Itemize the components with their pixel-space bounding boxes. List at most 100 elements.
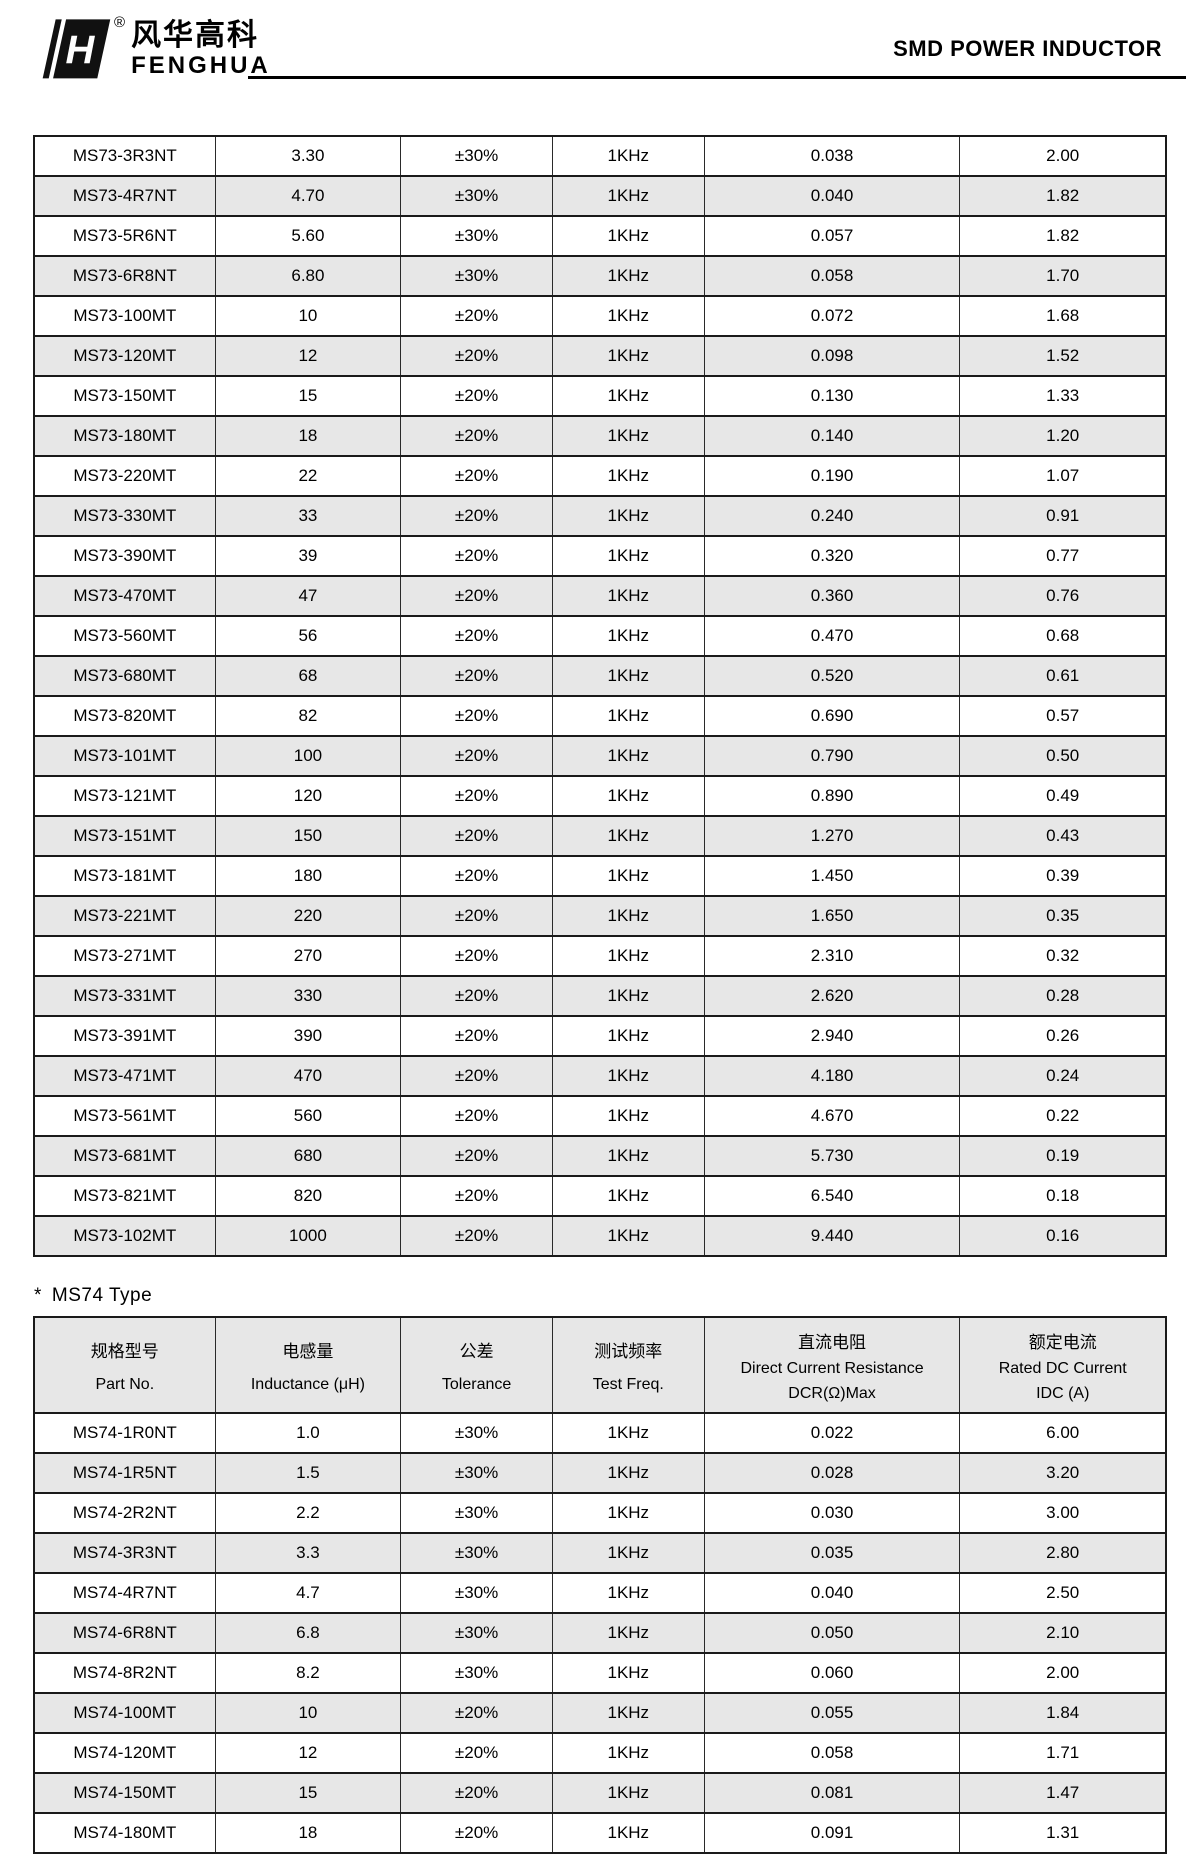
brand-name-english: FENGHUA [131,51,271,79]
table-cell: ±20% [400,1772,553,1814]
table-cell: ±30% [400,1452,553,1494]
table-cell: 0.68 [959,615,1167,657]
table-cell: 1KHz [551,1652,705,1694]
table-cell: 2.50 [959,1572,1167,1614]
table-row: MS73-121MT 120 ±20% 1KHz 0.890 0.49 [33,775,1167,817]
table-cell: 0.39 [959,855,1167,897]
table-row: MS73-680MT 68 ±20% 1KHz 0.520 0.61 [33,655,1167,697]
table-cell: 0.16 [959,1215,1167,1257]
table-cell: MS74-6R8NT [33,1612,216,1654]
table-cell: ±20% [400,1135,553,1177]
table-cell: 3.30 [214,135,402,177]
table-cell: 820 [214,1175,402,1217]
table-cell: 10 [214,295,402,337]
table-cell: ±30% [400,215,553,257]
table-cell: 0.040 [703,175,961,217]
table-cell: ±20% [400,895,553,937]
table-cell: 0.790 [703,735,961,777]
table-row: MS73-5R6NT 5.60 ±30% 1KHz 0.057 1.82 [33,215,1167,257]
table-cell: 6.00 [959,1412,1167,1454]
table-cell: 220 [214,895,402,937]
table-cell: ±30% [400,255,553,297]
table-cell: 4.7 [214,1572,402,1614]
table-cell: 0.130 [703,375,961,417]
table-cell: 1.82 [959,175,1167,217]
table-cell: MS74-3R3NT [33,1532,216,1574]
table-cell: 1KHz [551,695,705,737]
table-cell: 1KHz [551,855,705,897]
table-row: MS74-2R2NT 2.2 ±30% 1KHz 0.030 3.00 [33,1492,1167,1534]
table-cell: 1KHz [551,655,705,697]
table-cell: 0.190 [703,455,961,497]
table-cell: ±20% [400,335,553,377]
table-cell: ±30% [400,175,553,217]
table-cell: 2.2 [214,1492,402,1534]
table-cell: 0.18 [959,1175,1167,1217]
table-cell: 0.072 [703,295,961,337]
table-cell: ±20% [400,1095,553,1137]
ms73-table: MS73-3R3NT 3.30 ±30% 1KHz 0.038 2.00 MS73-4R7N… [33,135,1167,1257]
table-cell: 0.19 [959,1135,1167,1177]
table-cell: MS74-8R2NT [33,1652,216,1694]
page-header: H ® 风华高科 FENGHUA SMD POWER INDUCTOR [0,0,1200,92]
brand-name-chinese: 风华高科 [131,19,260,52]
table-cell: 0.22 [959,1095,1167,1137]
table-cell: 180 [214,855,402,897]
registered-trademark-icon: ® [114,14,126,31]
table-row: MS73-471MT 470 ±20% 1KHz 4.180 0.24 [33,1055,1167,1097]
col-header-part-no: 规格型号 Part No. [33,1316,216,1414]
table-cell: 1KHz [551,1532,705,1574]
table-cell: MS73-821MT [33,1175,216,1217]
table-cell: 3.20 [959,1452,1167,1494]
svg-text:H: H [66,29,96,73]
table-row: MS73-6R8NT 6.80 ±30% 1KHz 0.058 1.70 [33,255,1167,297]
table-cell: 0.060 [703,1652,961,1694]
table-cell: 12 [214,335,402,377]
table-cell: MS73-391MT [33,1015,216,1057]
table-cell: MS73-181MT [33,855,216,897]
table-cell: 0.320 [703,535,961,577]
table-cell: 1.20 [959,415,1167,457]
table-cell: 1KHz [551,1175,705,1217]
table-cell: 47 [214,575,402,617]
table-cell: ±20% [400,455,553,497]
table-cell: 0.035 [703,1532,961,1574]
col-header-dcr: 直流电阻 Direct Current Resistance DCR(Ω)Max [703,1316,961,1414]
table-row: MS73-100MT 10 ±20% 1KHz 0.072 1.68 [33,295,1167,337]
table-cell: MS73-681MT [33,1135,216,1177]
table-cell: 1KHz [551,495,705,537]
table-cell: 1KHz [551,1772,705,1814]
table-row: MS73-560MT 56 ±20% 1KHz 0.470 0.68 [33,615,1167,657]
table-cell: 1KHz [551,1215,705,1257]
ms74-section-label: * MS74 Type [34,1285,1200,1307]
table-cell: 4.670 [703,1095,961,1137]
table-cell: ±20% [400,735,553,777]
table-cell: 1KHz [551,1015,705,1057]
table-cell: 1.650 [703,895,961,937]
table-cell: MS74-1R5NT [33,1452,216,1494]
table-cell: 2.00 [959,1652,1167,1694]
table-cell: 0.91 [959,495,1167,537]
table-cell: 1KHz [551,1135,705,1177]
table-cell: 18 [214,1812,402,1854]
table-cell: 2.80 [959,1532,1167,1574]
table-cell: 1KHz [551,1612,705,1654]
table-cell: 1.84 [959,1692,1167,1734]
table-row: MS73-331MT 330 ±20% 1KHz 2.620 0.28 [33,975,1167,1017]
ms73-table-body: MS73-3R3NT 3.30 ±30% 1KHz 0.038 2.00 MS73-4R7N… [33,135,1167,1257]
table-cell: 560 [214,1095,402,1137]
table-cell: 1KHz [551,1812,705,1854]
table-cell: 1.70 [959,255,1167,297]
table-cell: 0.081 [703,1772,961,1814]
table-cell: 1KHz [551,935,705,977]
table-cell: 0.058 [703,1732,961,1774]
table-cell: 1KHz [551,1452,705,1494]
table-row: MS74-120MT 12 ±20% 1KHz 0.058 1.71 [33,1732,1167,1774]
table-row: MS73-151MT 150 ±20% 1KHz 1.270 0.43 [33,815,1167,857]
table-cell: 0.140 [703,415,961,457]
table-row: MS74-100MT 10 ±20% 1KHz 0.055 1.84 [33,1692,1167,1734]
table-cell: 22 [214,455,402,497]
table-cell: 1KHz [551,895,705,937]
table-cell: 0.520 [703,655,961,697]
table-cell: MS73-6R8NT [33,255,216,297]
